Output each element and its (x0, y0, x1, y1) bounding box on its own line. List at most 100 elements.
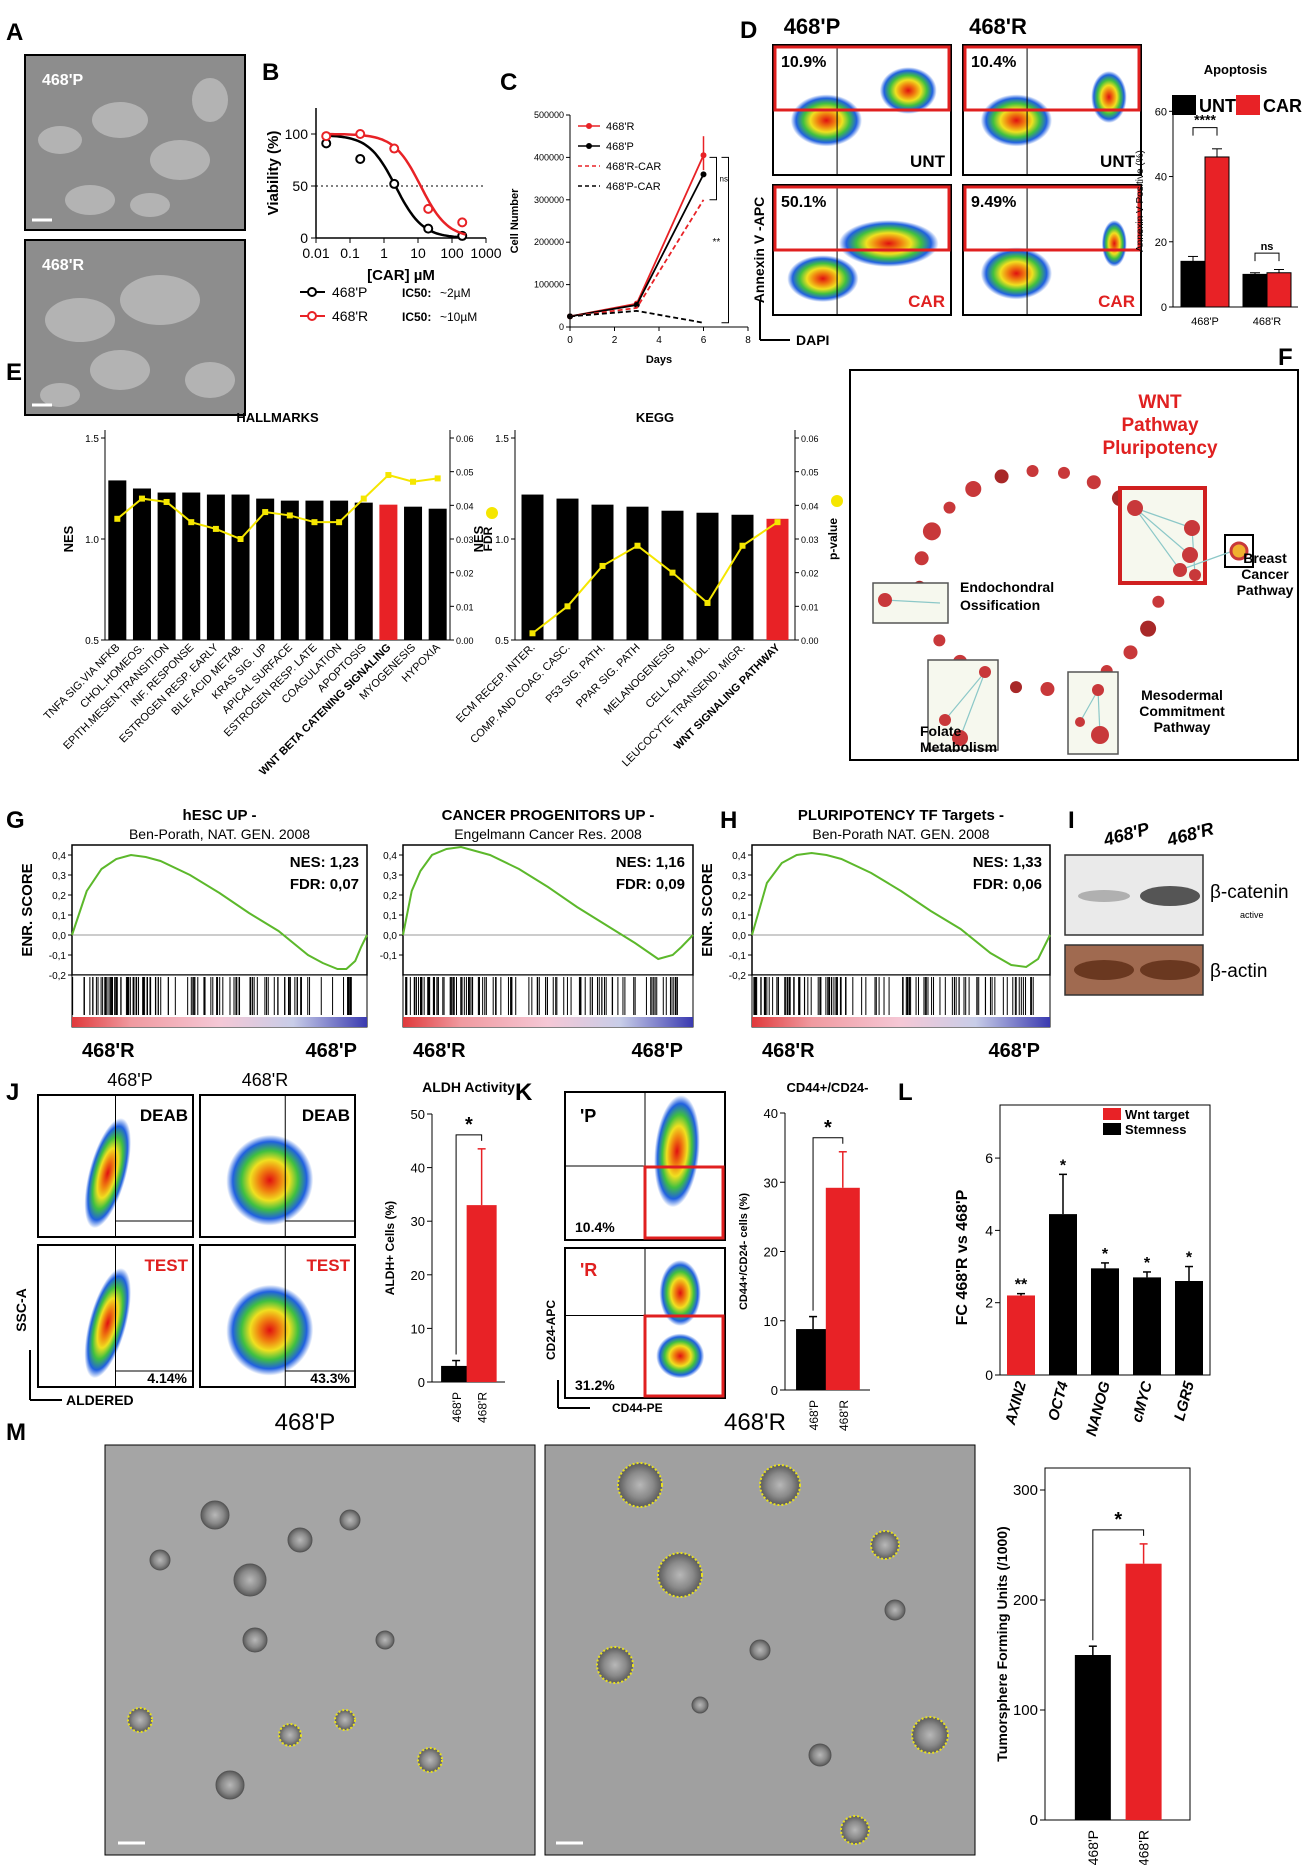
E1-line-point (138, 495, 145, 502)
l-x-tick-label: NANOG (1083, 1379, 1114, 1438)
chart-e-kegg: KEGG 0.5 1.0 1.5 0.00 0.01 0.02 0.03 0.04 0.05 0.0… (454, 410, 843, 769)
wnt-title-line2: Pathway (1121, 415, 1199, 436)
l-x-tick-label: OCT4 (1045, 1379, 1072, 1423)
E1-bar (157, 492, 176, 640)
l-bar-4 (1175, 1281, 1203, 1375)
sphere (617, 1462, 663, 1508)
sphere (596, 1646, 634, 1684)
k-facs-y-axis: CD24-APC (544, 1300, 558, 1360)
blot-lane-r: 468'R (1164, 818, 1216, 850)
chart-d-apoptosis: Apoptosis 0 20 40 60 Annexin V Positive (%) 46… (1135, 62, 1302, 328)
G2-curve (402, 845, 694, 961)
G1-x-left: 468'R (82, 1040, 135, 1062)
breast-label-1: Breast (1243, 550, 1287, 566)
b-point-1 (389, 143, 400, 154)
chart-j-aldh: ALDH Activity 0 10 20 30 40 50 ALDH+ Cells (%) 4… (383, 1079, 515, 1423)
H-y-tick-label: 0,0 (732, 931, 746, 942)
c-y-tick-label: 400000 (534, 152, 564, 162)
l-y-label: FC 468'R vs 468'P (954, 1189, 971, 1325)
J-x-tick-label: 468'R (476, 1392, 490, 1423)
d-facs-pct-0: 10.9% (781, 54, 826, 71)
H-subtitle: Ben-Porath NAT. GEN. 2008 (812, 826, 989, 842)
j-facs-2-density (84, 1268, 131, 1379)
E2-x-tick-label: PPAR SIG. PATH (574, 642, 643, 711)
breast-label-2: Cancer (1241, 566, 1289, 582)
d-facs-1-density (1091, 71, 1127, 123)
E2-line-point (634, 542, 641, 549)
E1-bar (206, 494, 225, 640)
d-legend-swatch-1 (1236, 95, 1260, 115)
G2-subtitle: Engelmann Cancer Res. 2008 (454, 826, 642, 842)
j-facs-0-density (84, 1118, 131, 1229)
sphere (375, 1630, 395, 1650)
d-bar-CAR (1266, 272, 1292, 308)
sphere (278, 1723, 302, 1747)
G2-x-right: 468'P (632, 1040, 683, 1062)
d-facs-2-density (838, 220, 939, 267)
network-node (965, 480, 982, 497)
K-title: CD44+/CD24- (786, 1080, 868, 1095)
endo-label-1: Endochondral (960, 579, 1054, 595)
G2-y-tick-label: -0,1 (380, 951, 398, 962)
E2-y2-tick-label: 0.04 (801, 501, 819, 511)
network-node (1152, 595, 1165, 608)
H-y-tick-label: -0,1 (729, 951, 747, 962)
E1-line-point (262, 509, 269, 516)
E1-line-point (360, 495, 367, 502)
c-legend-label-1: 468'P (606, 141, 634, 153)
d-facs-3-density (1101, 220, 1127, 267)
E1-bar (280, 500, 299, 640)
E2-y-tick-label: 1.5 (495, 434, 509, 445)
c-y-tick-label: 300000 (534, 195, 564, 205)
j-facs-tag-3: TEST (307, 1256, 351, 1275)
H-curve (751, 851, 1051, 969)
d-legend-swatch-0 (1172, 95, 1196, 115)
d-legend-label-0: UNT (1199, 96, 1236, 116)
b-point-0 (423, 223, 434, 234)
l-x-tick-label: cMYC (1129, 1379, 1157, 1425)
d-facs-gate-2 (773, 185, 951, 252)
J-y-tick-label: 40 (411, 1161, 425, 1176)
c-series-2 (569, 199, 705, 318)
d-bar-UNT (1180, 260, 1206, 308)
meso-cluster-box (1067, 671, 1119, 755)
k-facs-1-density (659, 1260, 701, 1326)
E2-bar (626, 506, 649, 640)
c-legend-label-2: 468'R-CAR (606, 161, 661, 173)
H-rank-bar (752, 1017, 1050, 1027)
E1-bar (132, 488, 151, 640)
E2-line-point (564, 603, 571, 610)
E2-line-point (669, 569, 676, 576)
network-node (943, 501, 956, 514)
breast-cluster-box (1224, 534, 1254, 568)
b-point-0 (355, 153, 366, 164)
c-x-tick-label: 6 (701, 335, 707, 346)
E1-y2-tick-label: 0.04 (456, 501, 474, 511)
k-facs-tag-1: 'R (580, 1260, 597, 1280)
H-y-label: ENR. SCORE (699, 863, 716, 956)
K-y-tick-label: 20 (764, 1245, 778, 1260)
G2-x-left: 468'R (413, 1040, 466, 1062)
J-bar-1 (466, 1205, 497, 1382)
E2-bar (591, 504, 614, 640)
E1-y2-tick-label: 0.05 (456, 468, 474, 478)
c-series-0 (569, 154, 705, 318)
c-x-tick-label: 0 (567, 335, 573, 346)
G1-y-tick-label: 0,3 (52, 871, 66, 882)
b-y-tick-label: 0 (300, 230, 308, 246)
blot-band-actin: β-actin (1210, 961, 1267, 982)
d-facs-gate-3 (963, 185, 1141, 252)
E2-y2-tick-label: 0.00 (801, 636, 819, 646)
J-y-tick-label: 50 (411, 1107, 425, 1122)
panel-m: 468'P 468'R (104, 1409, 976, 1856)
d-x-tick-label: 468'R (1253, 316, 1281, 328)
J-y-tick-label: 30 (411, 1214, 425, 1229)
k-facs-0-density (654, 1095, 700, 1208)
l-bar-3 (1133, 1277, 1161, 1375)
b-legend-ic50-1: ~10µM (440, 310, 477, 324)
breast-label-3: Pathway (1237, 582, 1294, 598)
G1-y-label: ENR. SCORE (19, 863, 36, 956)
b-point-1 (457, 217, 468, 228)
K-y-tick-label: 0 (771, 1383, 778, 1398)
